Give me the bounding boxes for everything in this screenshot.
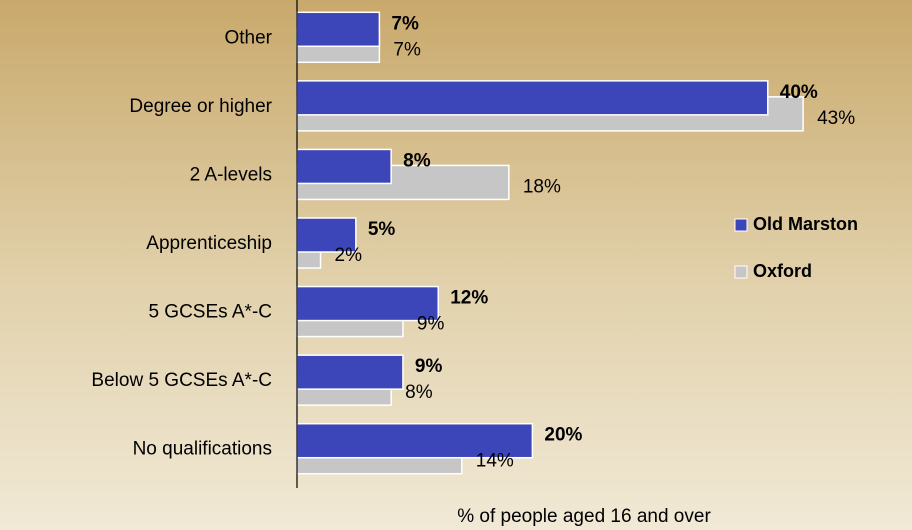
value-label: 8% bbox=[403, 150, 431, 171]
value-label: 9% bbox=[417, 314, 445, 335]
bar bbox=[296, 422, 534, 459]
value-label: 14% bbox=[476, 451, 514, 472]
value-label: 2% bbox=[335, 245, 363, 266]
bar bbox=[296, 285, 439, 322]
legend-swatch bbox=[734, 265, 748, 279]
bar bbox=[296, 148, 392, 185]
marston-layer bbox=[296, 11, 769, 459]
legend-label: Old Marston bbox=[753, 214, 858, 234]
category-label: 5 GCSEs A*-C bbox=[148, 302, 272, 323]
category-label: Degree or higher bbox=[129, 96, 272, 117]
value-label: 20% bbox=[544, 425, 582, 446]
value-label: 9% bbox=[415, 356, 443, 377]
category-label: Below 5 GCSEs A*-C bbox=[91, 370, 272, 391]
value-label: 8% bbox=[405, 382, 433, 403]
legend-swatch bbox=[734, 218, 748, 232]
value-label: 7% bbox=[393, 39, 421, 60]
x-axis-label: % of people aged 16 and over bbox=[457, 506, 711, 527]
value-label: 43% bbox=[817, 108, 855, 129]
bar bbox=[296, 11, 381, 48]
value-label: 7% bbox=[391, 13, 419, 34]
bar bbox=[296, 354, 404, 390]
category-label: Other bbox=[224, 27, 272, 48]
bar bbox=[296, 80, 769, 116]
category-label: 2 A-levels bbox=[190, 164, 272, 185]
value-label: 18% bbox=[523, 176, 561, 197]
value-label: 5% bbox=[368, 219, 396, 240]
value-label: 40% bbox=[780, 82, 818, 103]
value-label: 12% bbox=[450, 288, 488, 309]
category-label: Apprenticeship bbox=[146, 233, 272, 254]
category-label: No qualifications bbox=[133, 439, 272, 460]
legend-label: Oxford bbox=[753, 261, 812, 281]
bar bbox=[296, 217, 357, 253]
